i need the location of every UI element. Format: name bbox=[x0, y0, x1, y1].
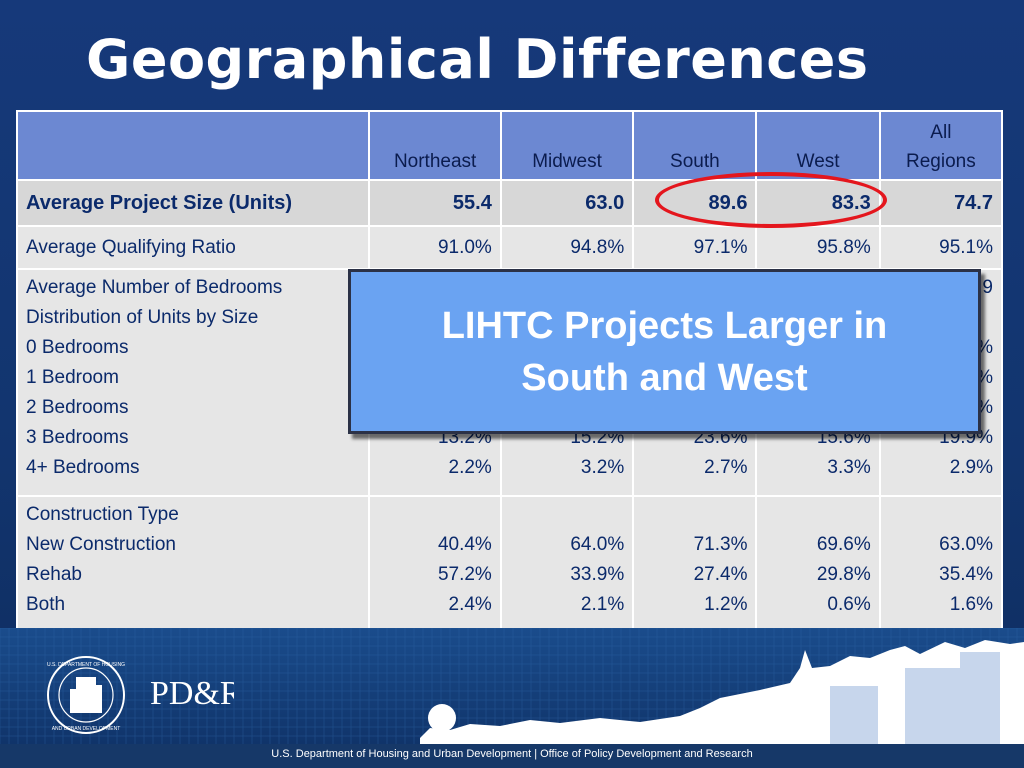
header-northeast: Northeast bbox=[368, 110, 502, 181]
row-label: Rehab bbox=[26, 564, 82, 585]
svg-text:AND URBAN DEVELOPMENT: AND URBAN DEVELOPMENT bbox=[52, 726, 121, 732]
row-label: Distribution of Units by Size bbox=[26, 307, 259, 328]
cell-midwest: 94.8% bbox=[499, 225, 635, 270]
row-label: 2 Bedrooms bbox=[26, 397, 129, 418]
pdr-lettering: PD&R bbox=[150, 675, 234, 712]
table-row-qualifying-ratio: Average Qualifying Ratio 91.0% 94.8% 97.… bbox=[15, 225, 1004, 270]
cell-northeast: 40.4% 57.2% 2.4% bbox=[368, 495, 502, 634]
table-row-project-size: Average Project Size (Units) 55.4 63.0 8… bbox=[15, 179, 1004, 227]
row-label: Average Project Size (Units) bbox=[15, 179, 371, 227]
header-all-regions: All Regions bbox=[878, 110, 1004, 181]
cell-midwest: 63.0 bbox=[499, 179, 635, 227]
row-label: Both bbox=[26, 594, 66, 615]
table-row-construction: Construction Type New Construction Rehab… bbox=[15, 495, 1004, 634]
row-label: 1 Bedroom bbox=[26, 367, 119, 388]
row-label: 4+ Bedrooms bbox=[26, 457, 140, 478]
cell-west: 95.8% bbox=[755, 225, 881, 270]
row-label: Average Number of Bedrooms bbox=[26, 277, 283, 298]
row-labels: Average Number of Bedrooms Distribution … bbox=[15, 268, 371, 497]
slide-title: Geographical Differences bbox=[86, 28, 869, 91]
callout-text: LIHTC Projects Larger in South and West bbox=[441, 304, 888, 399]
cell-west: 69.6% 29.8% 0.6% bbox=[755, 495, 881, 634]
row-labels: Construction Type New Construction Rehab… bbox=[15, 495, 371, 634]
row-label: 0 Bedrooms bbox=[26, 337, 129, 358]
cell-all-regions: 74.7 bbox=[878, 179, 1004, 227]
header-midwest: Midwest bbox=[499, 110, 635, 181]
hud-seal-logo: U.S. DEPARTMENT OF HOUSING AND URBAN DEV… bbox=[47, 656, 125, 734]
city-skyline-graphic bbox=[0, 628, 1024, 768]
row-label: 3 Bedrooms bbox=[26, 427, 129, 448]
footer-text: U.S. Department of Housing and Urban Dev… bbox=[271, 748, 753, 760]
highlight-ellipse bbox=[655, 172, 887, 228]
table-header-row: Northeast Midwest South West All Regions bbox=[15, 110, 1004, 181]
cell-all-regions: 63.0% 35.4% 1.6% bbox=[878, 495, 1004, 634]
cell-all-regions: 95.1% bbox=[878, 225, 1004, 270]
cell-midwest: 64.0% 33.9% 2.1% bbox=[499, 495, 635, 634]
row-label: Average Qualifying Ratio bbox=[15, 225, 371, 270]
cell-northeast: 55.4 bbox=[368, 179, 502, 227]
footer-banner bbox=[0, 628, 1024, 768]
row-label: New Construction bbox=[26, 534, 176, 555]
pdr-logo: PD&R bbox=[150, 675, 234, 712]
cell-northeast: 91.0% bbox=[368, 225, 502, 270]
seal-lettering: U.S. DEPARTMENT OF HOUSING bbox=[47, 662, 125, 668]
callout-box: LIHTC Projects Larger in South and West bbox=[348, 269, 981, 434]
header-west: West bbox=[755, 110, 881, 181]
header-blank bbox=[15, 110, 371, 181]
row-label: Construction Type bbox=[26, 504, 179, 525]
cell-south: 71.3% 27.4% 1.2% bbox=[632, 495, 758, 634]
cell-south: 97.1% bbox=[632, 225, 758, 270]
header-south: South bbox=[632, 110, 758, 181]
